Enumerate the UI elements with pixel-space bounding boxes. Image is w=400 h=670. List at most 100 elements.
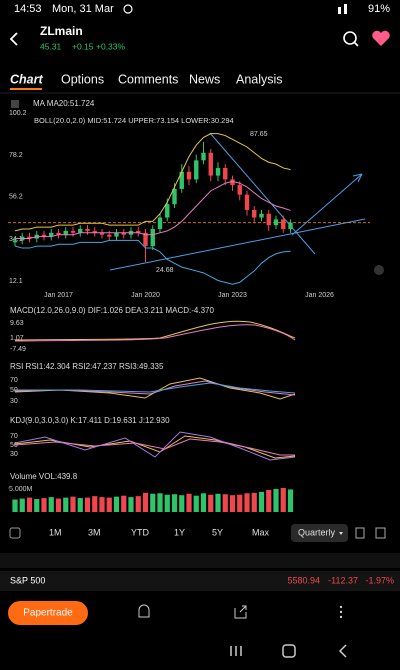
settings-icon[interactable]: [9, 527, 21, 539]
candle-body: [92, 230, 97, 233]
volume-bar: [41, 498, 47, 512]
volume-bar: [164, 494, 170, 512]
period[interactable]: 1Y: [174, 527, 185, 537]
volume-bar: [77, 498, 83, 512]
candle-body: [288, 222, 293, 229]
period[interactable]: 5Y: [212, 527, 223, 537]
nav-recents[interactable]: [230, 646, 242, 656]
tab[interactable]: Comments: [118, 72, 178, 86]
y-tick-label: 12.1: [9, 278, 23, 285]
fullscreen-button[interactable]: [374, 265, 384, 275]
volume-bar: [70, 496, 76, 512]
rsi-line: [15, 382, 296, 394]
ticker-change-pct: -1.97%: [365, 575, 394, 585]
period[interactable]: 1M: [49, 527, 62, 537]
candle-body: [259, 213, 264, 218]
back-button[interactable]: [9, 32, 18, 46]
layout-icon[interactable]: [355, 527, 365, 539]
papertrade-button[interactable]: [8, 601, 88, 625]
x-tick-label: Jan 2017: [44, 292, 73, 299]
tab[interactable]: Chart: [10, 72, 43, 86]
volume-bar: [222, 494, 228, 512]
tab[interactable]: Options: [61, 72, 104, 86]
tab[interactable]: News: [189, 72, 220, 86]
alert-button[interactable]: [138, 604, 150, 618]
trend-arrow: [291, 173, 363, 236]
volume-bar: [92, 496, 98, 512]
nav-home[interactable]: [282, 644, 296, 658]
macd-line: [14, 320, 296, 341]
x-tick-label: Jan 2020: [131, 292, 160, 299]
volume-bar: [34, 499, 40, 512]
share-button[interactable]: [234, 605, 247, 619]
period[interactable]: 3M: [88, 527, 101, 537]
volume-bar: [84, 497, 91, 512]
period[interactable]: YTD: [131, 527, 150, 537]
macd-tick: -7.49: [10, 346, 26, 353]
candle-body: [85, 228, 90, 231]
search-handle: [353, 41, 359, 47]
indicator-icon[interactable]: [11, 100, 19, 108]
boll-line: [14, 239, 291, 285]
rsi-line: [14, 380, 296, 396]
candle-body: [12, 240, 18, 243]
boll-line: [14, 133, 291, 232]
candle-body: [150, 228, 155, 247]
volume-bar: [237, 494, 243, 512]
macd-label: MACD(12.0,26.0,9.0) DIF:1.026 DEA:3.211 …: [10, 306, 214, 315]
nav-back[interactable]: [338, 644, 347, 658]
candle-body: [172, 188, 177, 205]
candle-body: [208, 152, 213, 176]
ticker-bar[interactable]: [0, 571, 400, 591]
volume-bar: [266, 489, 272, 512]
candle-body: [215, 167, 221, 176]
y-tick-label: 34.1: [9, 236, 23, 243]
tab-underline: [10, 88, 42, 90]
candle-body: [78, 228, 83, 233]
status-date: Mon, 31 Mar: [52, 3, 114, 15]
change: +0.15: [72, 41, 94, 51]
y-tick-label: 100.2: [9, 110, 27, 117]
volume-bar: [121, 495, 127, 512]
period-select[interactable]: [291, 524, 348, 542]
status-battery: 91%: [368, 3, 390, 15]
y-tick-label: 56.2: [9, 194, 23, 201]
favorite-button[interactable]: [372, 30, 390, 46]
volume-bar: [157, 493, 163, 512]
volume-bar: [19, 498, 25, 512]
candle-body: [41, 234, 47, 237]
tab[interactable]: Analysis: [236, 72, 283, 86]
volume-bar: [258, 491, 265, 512]
candle-body: [194, 160, 199, 180]
volume-bar: [171, 494, 178, 512]
search-button[interactable]: [343, 31, 357, 45]
candle-body: [201, 152, 206, 161]
period[interactable]: Max: [252, 527, 270, 537]
candle-body: [136, 230, 141, 233]
x-tick-label: Jan 2023: [218, 292, 247, 299]
boll-line: [15, 180, 291, 240]
volume-bar: [193, 495, 199, 512]
papertrade-label: Papertrade: [23, 608, 73, 619]
volume-bar: [113, 496, 120, 512]
rsi-line: [14, 377, 296, 400]
candle-body: [223, 167, 228, 180]
rsi-label: RSI RSI1:42.304 RSI2:47.237 RSI3:49.335: [10, 362, 164, 371]
macd-tick: 9.63: [10, 320, 24, 327]
candle-body: [252, 209, 257, 218]
candle-body: [27, 236, 32, 239]
boll-label: BOLL(20.0,2.0) MID:51.724 UPPER:73.154 L…: [34, 116, 234, 125]
symbol: ZLmain: [40, 24, 83, 38]
volume-bar: [150, 493, 156, 512]
volume-bar: [179, 495, 185, 512]
more-button[interactable]: [339, 605, 343, 609]
volume-bar: [12, 499, 18, 512]
candle-body: [143, 232, 148, 247]
candle-body: [99, 232, 105, 235]
grid-icon[interactable]: [375, 527, 386, 539]
kdj-tick: 70: [10, 433, 18, 440]
candle-body: [179, 171, 184, 189]
signal-icon: [344, 4, 347, 14]
signal-icon: [338, 7, 341, 14]
candle-body: [121, 232, 126, 235]
